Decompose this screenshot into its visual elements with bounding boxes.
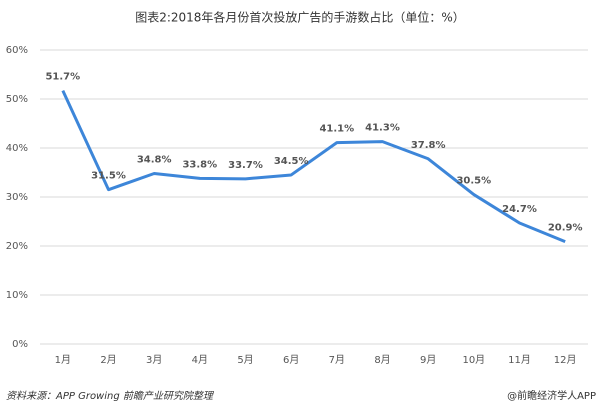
y-tick-label: 0% <box>12 339 28 350</box>
chart-title: 图表2:2018年各月份首次投放广告的手游数占比（单位：%） <box>135 10 465 25</box>
data-label: 34.8% <box>137 154 172 165</box>
x-tick-label: 2月 <box>100 354 116 366</box>
y-tick-label: 10% <box>6 290 28 301</box>
x-tick-label: 10月 <box>462 354 485 366</box>
y-tick-label: 60% <box>6 45 28 56</box>
data-label: 37.8% <box>411 140 446 151</box>
data-line <box>61 90 566 243</box>
source-note: 资料来源：APP Growing 前瞻产业研究院整理 <box>6 390 215 402</box>
x-tick-label: 7月 <box>329 354 345 366</box>
data-label: 33.8% <box>182 159 217 170</box>
x-tick-label: 9月 <box>420 354 436 366</box>
x-tick-label: 3月 <box>146 354 162 366</box>
data-label: 31.5% <box>91 171 126 182</box>
x-tick-label: 12月 <box>554 354 577 366</box>
data-label: 33.7% <box>228 160 263 171</box>
x-tick-label: 4月 <box>192 354 208 366</box>
x-tick-label: 8月 <box>374 354 390 366</box>
data-label: 51.7% <box>45 72 80 83</box>
x-tick-label: 5月 <box>237 354 253 366</box>
data-label: 24.7% <box>502 204 537 215</box>
data-label: 20.9% <box>548 223 583 234</box>
x-tick-label: 1月 <box>55 354 71 366</box>
y-tick-label: 40% <box>6 143 28 154</box>
x-tick-label: 6月 <box>283 354 299 366</box>
y-tick-label: 30% <box>6 192 28 203</box>
y-tick-label: 50% <box>6 94 28 105</box>
data-label: 41.3% <box>365 123 400 134</box>
data-label: 30.5% <box>456 176 491 187</box>
y-tick-label: 20% <box>6 241 28 252</box>
data-label: 41.1% <box>319 124 354 135</box>
credit: @前瞻经济学人APP <box>507 389 596 402</box>
x-tick-label: 11月 <box>508 354 531 366</box>
data-label: 34.5% <box>274 156 309 167</box>
